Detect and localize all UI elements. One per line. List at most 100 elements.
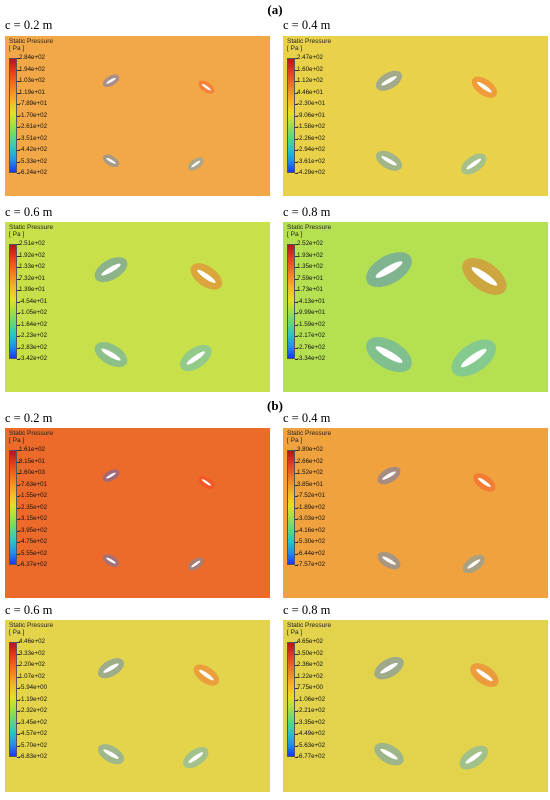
blade-shape (106, 472, 116, 479)
colorbar-tick-label: -3.34e+02 (297, 355, 326, 362)
blade-shape (477, 81, 492, 93)
colorbar-tick-label: 4.46e+01 (297, 88, 323, 96)
colorbar-tick-mark (295, 115, 298, 117)
blade-shape (382, 556, 396, 565)
colorbar-tick-mark (295, 138, 298, 140)
legend-title: Static Pressure[ Pa ] (287, 38, 331, 52)
blade-shape (375, 261, 403, 278)
panel-title: c = 0.6 m (5, 603, 53, 617)
colorbar-tick-label: -7.63e+01 (19, 480, 48, 488)
legend-title: Static Pressure[ Pa ] (9, 622, 53, 636)
colorbar-tick-label: -6.77e+02 (297, 753, 326, 760)
colorbar-tick-mark (17, 150, 20, 151)
colorbar-tick-label: -1.64e+02 (19, 320, 48, 328)
colorbar-tick-label: -1.06e+02 (297, 695, 326, 703)
colorbar-tick-label: 1.03e+02 (19, 77, 45, 84)
colorbar-tick-label: 1.60e+02 (297, 65, 323, 73)
colorbar-tick-mark (17, 359, 20, 360)
colorbar-tick-mark (17, 69, 20, 71)
legend-title: Static Pressure[ Pa ] (287, 224, 331, 238)
section-label-b: (b) (267, 398, 283, 413)
colorbar-tick-mark (295, 324, 298, 326)
colorbar-tick-mark (17, 519, 20, 520)
colorbar-tick-mark (17, 642, 20, 643)
panel-title: c = 0.8 m (283, 205, 331, 219)
colorbar-tick-label: 1.19e+01 (19, 88, 45, 96)
colorbar-tick-mark (17, 461, 20, 463)
colorbar-tick-mark (17, 267, 20, 268)
contour-panel: Static Pressure[ Pa ] 2.52e+02 1.93e+02 1.3… (283, 222, 548, 392)
colorbar-tick-mark (17, 496, 20, 497)
colorbar-tick-label: -2.26e+02 (297, 134, 326, 142)
legend-unit-text: [ Pa ] (9, 629, 25, 636)
colorbar-tick-label: 1.07e+02 (19, 672, 45, 680)
colorbar-tick-label: 2.52e+02 (297, 240, 323, 247)
colorbar-tick-label: -5.55e+02 (19, 549, 48, 557)
blade-shape (465, 751, 483, 764)
colorbar-tick-label: 1.33e+02 (19, 263, 45, 270)
colorbar-tick-mark (295, 255, 298, 257)
legend-unit-text: [ Pa ] (9, 437, 25, 444)
colorbar-tick-label: -4.75e+02 (19, 538, 48, 545)
blade-shape (466, 158, 482, 170)
legend-unit-text: [ Pa ] (287, 45, 303, 52)
colorbar-tick-mark (295, 278, 298, 280)
panel-title: c = 0.2 m (5, 18, 53, 32)
legend-title-text: Static Pressure (287, 430, 332, 437)
panel-title: c = 0.4 m (283, 411, 331, 425)
contour-panel: Static Pressure[ Pa ] 3.80e+02 2.66e+02 1.5… (283, 428, 548, 598)
colorbar-tick-label: 2.47e+02 (297, 54, 323, 61)
colorbar-tick-label: -5.94e+00 (19, 684, 48, 691)
legend-unit-text: [ Pa ] (287, 437, 303, 444)
blade-shape (106, 157, 116, 164)
colorbar-tick-label: -1.59e+02 (297, 320, 326, 328)
colorbar-tick-label: -1.58e+02 (297, 123, 326, 130)
colorbar-tick-label: 1.60e+03 (19, 469, 45, 476)
colorbar-tick-mark (17, 81, 20, 82)
colorbar-tick-mark (17, 290, 20, 291)
colorbar-tick-label: 2.51e+02 (19, 240, 45, 247)
colorbar-tick-mark (295, 711, 298, 712)
legend-title-text: Static Pressure (287, 38, 332, 45)
panel-title: c = 0.2 m (5, 411, 53, 425)
pressure-field (366, 252, 507, 377)
colorbar-tick-label: 2.36e+02 (297, 661, 323, 668)
colorbar-tick-label: -2.76e+02 (297, 343, 326, 351)
colorbar-tick-label: -3.61e+02 (297, 157, 326, 165)
colorbar-tick-mark (17, 58, 20, 59)
blade-shape (199, 669, 214, 681)
contour-panel: Static Pressure[ Pa ] 4.65e+02 3.50e+02 2.3… (283, 620, 548, 792)
colorbar-tick-mark (17, 173, 20, 174)
colorbar-tick-label: -2.35e+02 (19, 503, 48, 511)
legend-title: Static Pressure[ Pa ] (287, 622, 331, 636)
colorbar (287, 244, 295, 359)
colorbar (287, 642, 295, 757)
colorbar-tick-mark (17, 473, 20, 474)
colorbar-tick-mark (17, 115, 20, 117)
legend-title-text: Static Pressure (9, 224, 54, 231)
blade-shape (188, 752, 204, 763)
legend-unit-text: [ Pa ] (287, 231, 303, 238)
pressure-field (102, 74, 215, 171)
colorbar-tick-mark (295, 484, 298, 486)
colorbar-tick-label: -6.24e+02 (19, 169, 48, 176)
colorbar-tick-mark (295, 313, 298, 314)
colorbar-tick-label: 1.22e+02 (297, 672, 323, 680)
colorbar-tick-mark (295, 359, 298, 360)
colorbar-tick-mark (295, 757, 298, 758)
colorbar-tick-label: 7.59e+01 (297, 274, 323, 282)
colorbar-tick-mark (17, 734, 20, 735)
colorbar-tick-mark (17, 757, 20, 758)
colorbar-tick-label: -4.29e+02 (297, 169, 326, 176)
legend-title-text: Static Pressure (9, 430, 54, 437)
colorbar-tick-mark (17, 324, 20, 326)
legend-title-text: Static Pressure (9, 38, 54, 45)
colorbar-tick-label: -1.70e+02 (19, 111, 48, 119)
colorbar-tick-mark (295, 150, 298, 151)
colorbar-tick-label: 2.66e+02 (297, 457, 323, 465)
colorbar-tick-mark (295, 496, 298, 497)
colorbar-tick-mark (295, 699, 298, 701)
pressure-field (374, 656, 499, 770)
colorbar-tick-label: 1.12e+02 (297, 77, 323, 84)
blade-shape (381, 76, 397, 86)
